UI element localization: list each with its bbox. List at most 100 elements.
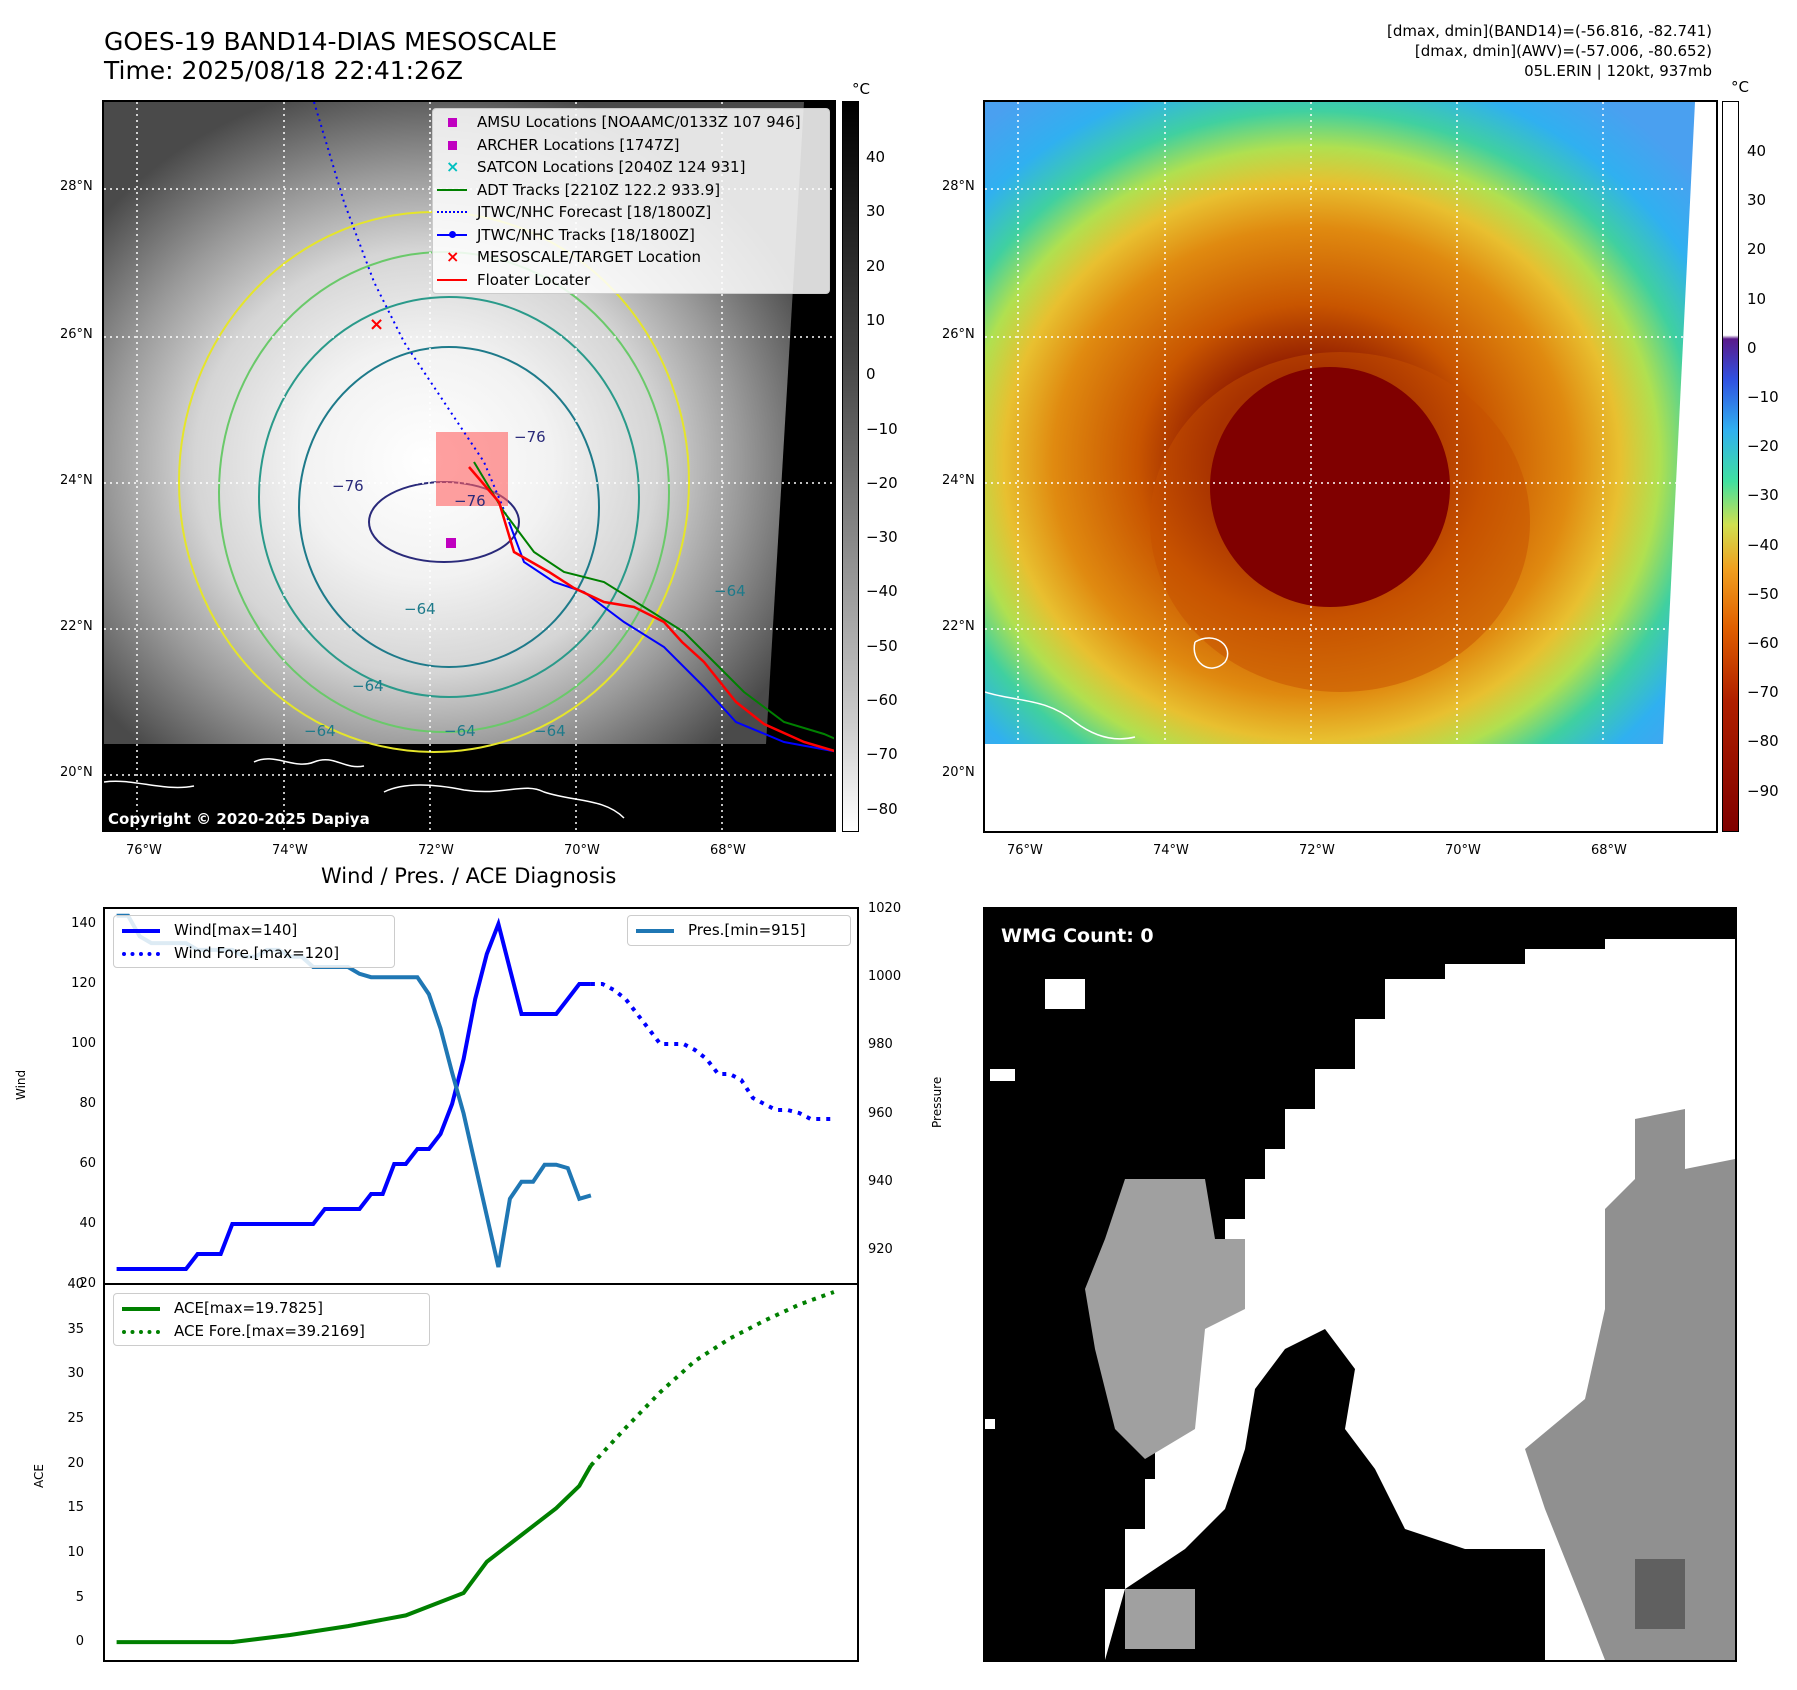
- lon-tick: 74°W: [1153, 843, 1189, 858]
- axis-tick-label: 40: [79, 1216, 96, 1231]
- contour-label: −64: [304, 722, 336, 740]
- ir-colorbar: [842, 101, 859, 832]
- legend-label: Pres.[min=915]: [688, 921, 806, 940]
- legend-marker: [437, 115, 467, 129]
- chart-title: Wind / Pres. / ACE Diagnosis: [321, 864, 617, 888]
- y-axis-label-right: Pressure: [930, 1076, 944, 1128]
- legend-item: AMSU Locations [NOAAMC/0133Z 107 946]: [433, 111, 829, 134]
- figure-title: GOES-19 BAND14-DIAS MESOSCALE: [104, 27, 558, 56]
- ir-map-panel: × −76 −76 −76 −64 −64 −64 −64 −64 −64 Co…: [102, 100, 836, 832]
- ace-legend: ACE[max=19.7825] ACE Fore.[max=39.2169]: [113, 1293, 430, 1346]
- stats-awv: [dmax, dmin](AWV)=(-57.006, -80.652): [1414, 42, 1712, 60]
- lon-tick: 70°W: [564, 843, 600, 858]
- colorbar-tick: −80: [866, 799, 898, 818]
- color-map-panel: [983, 100, 1718, 833]
- axis-tick-label: 35: [67, 1321, 84, 1337]
- color-map-image: [985, 102, 1695, 744]
- axis-tick-label: 940: [868, 1173, 893, 1189]
- axis-tick-label: 920: [868, 1241, 893, 1257]
- colorbar-tick: 10: [1747, 289, 1767, 308]
- lat-tick: 24°N: [942, 473, 975, 488]
- contour-label: −64: [714, 582, 746, 600]
- lat-tick: 20°N: [942, 765, 975, 780]
- colorbar-tick: 0: [866, 365, 876, 384]
- series-line: [589, 1290, 835, 1467]
- series-line: [590, 982, 834, 1121]
- legend-item: JTWC/NHC Tracks [18/1800Z]: [433, 224, 829, 247]
- lon-tick: 70°W: [1445, 843, 1481, 858]
- legend-label: ACE Fore.[max=39.2169]: [174, 1321, 365, 1340]
- legend-label: SATCON Locations [2040Z 124 931]: [477, 158, 746, 177]
- ace-chart: [103, 1283, 859, 1662]
- colorbar-tick: −90: [1747, 781, 1779, 800]
- colorbar-tick: 20: [1747, 240, 1767, 259]
- legend-item: ARCHER Locations [1747Z]: [433, 134, 829, 157]
- legend-label: Floater Locater: [477, 270, 591, 289]
- wmg-count-label: WMG Count: 0: [1001, 925, 1154, 947]
- colorbar-tick: 20: [866, 256, 886, 275]
- colorbar-tick: −40: [866, 582, 898, 601]
- color-colorbar: [1722, 101, 1739, 832]
- axis-tick-label: 15: [67, 1500, 84, 1516]
- legend-item: ADT Tracks [2210Z 122.2 933.9]: [433, 179, 829, 202]
- legend-marker: [437, 183, 467, 197]
- ir-map-legend: AMSU Locations [NOAAMC/0133Z 107 946] ARC…: [432, 108, 830, 294]
- axis-tick-label: 80: [79, 1096, 96, 1111]
- axis-tick-label: 20: [67, 1455, 84, 1471]
- colorbar-tick: −80: [1747, 732, 1779, 751]
- lon-tick: 68°W: [710, 843, 746, 858]
- legend-label: AMSU Locations [NOAAMC/0133Z 107 946]: [477, 113, 801, 132]
- colorbar-tick: −60: [1747, 634, 1779, 652]
- legend-label: ACE[max=19.7825]: [174, 1299, 323, 1318]
- colorbar-tick: −20: [1747, 437, 1779, 456]
- lon-tick: 72°W: [418, 843, 454, 858]
- lat-tick: 24°N: [60, 473, 93, 488]
- contour-label: −76: [514, 428, 546, 446]
- axis-tick-label: 100: [71, 1036, 96, 1051]
- lon-tick: 68°W: [1591, 843, 1627, 858]
- axis-tick-label: 1020: [868, 901, 902, 916]
- colorbar-unit: °C: [1731, 78, 1749, 96]
- wind-pressure-chart: [103, 907, 859, 1286]
- axis-tick-label: 140: [71, 916, 96, 931]
- lat-tick: 20°N: [60, 765, 93, 780]
- legend-label: ADT Tracks [2210Z 122.2 933.9]: [477, 180, 721, 199]
- svg-text:×: ×: [369, 314, 384, 335]
- colorbar-tick: −70: [866, 745, 898, 764]
- legend-marker: [437, 228, 467, 242]
- legend-label: ARCHER Locations [1747Z]: [477, 135, 680, 154]
- axis-tick-label: 0: [75, 1634, 84, 1650]
- colorbar-tick: −10: [1747, 388, 1779, 406]
- legend-item: JTWC/NHC Forecast [18/1800Z]: [433, 201, 829, 224]
- axis-tick-label: 60: [79, 1156, 96, 1171]
- lat-tick: 22°N: [60, 619, 93, 634]
- contour-label: −76: [454, 492, 486, 510]
- lon-tick: 74°W: [272, 843, 308, 858]
- contour-label: −64: [534, 722, 566, 740]
- colorbar-unit: °C: [852, 80, 870, 98]
- colorbar-tick: 10: [866, 310, 886, 329]
- wind-legend: Wind[max=140] Wind Fore.[max=120]: [113, 915, 395, 968]
- lat-tick: 28°N: [60, 179, 93, 194]
- ace-plot: [116, 1290, 835, 1645]
- lon-tick: 76°W: [1007, 843, 1043, 858]
- pressure-legend: Pres.[min=915]: [627, 915, 851, 946]
- legend-label: JTWC/NHC Forecast [18/1800Z]: [477, 203, 712, 222]
- contour-label: −64: [404, 600, 436, 618]
- storm-info: 05L.ERIN | 120kt, 937mb: [1524, 62, 1712, 80]
- y-axis-label: Wind: [14, 1069, 28, 1100]
- legend-marker: [437, 273, 467, 287]
- wmg-panel: WMG Count: 0: [983, 907, 1737, 1662]
- colorbar-tick: −50: [1747, 584, 1779, 603]
- lat-tick: 26°N: [942, 327, 975, 342]
- colorbar-tick: 0: [1747, 338, 1757, 357]
- axis-tick-label: 960: [868, 1105, 893, 1121]
- wmg-image: [985, 909, 1735, 1660]
- axis-tick-label: 1000: [868, 969, 902, 985]
- stats-band14: [dmax, dmin](BAND14)=(-56.816, -82.741): [1387, 22, 1712, 40]
- legend-label: MESOSCALE/TARGET Location: [477, 248, 702, 267]
- colorbar-tick: −40: [1747, 535, 1779, 554]
- colorbar-tick: −60: [866, 691, 898, 709]
- series-line: [116, 1464, 593, 1645]
- legend-label: JTWC/NHC Tracks [18/1800Z]: [477, 225, 695, 244]
